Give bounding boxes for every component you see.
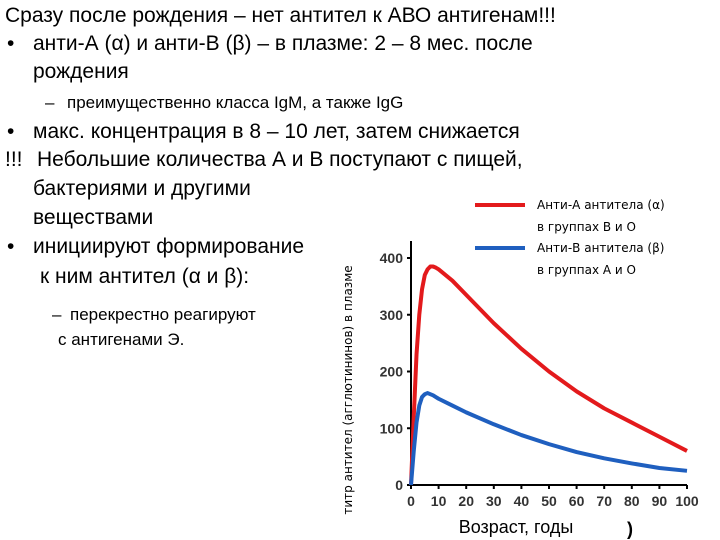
y-tick-label: 0 xyxy=(395,477,403,493)
text-line: бактериями и другими xyxy=(33,177,251,200)
bullet: !!! xyxy=(5,148,23,171)
bullet: – xyxy=(45,93,55,112)
text-line: анти-А (α) и анти-В (β) – в плазме: 2 – … xyxy=(33,32,533,55)
text-line: перекрестно реагируют xyxy=(70,305,256,324)
y-tick-label: 200 xyxy=(380,364,404,380)
text-line: преимущественно класса IgM, а также IgG xyxy=(67,93,403,112)
bullet: • xyxy=(7,32,14,55)
x-tick-label: 80 xyxy=(624,493,640,509)
x-axis-label: Возраст, годы xyxy=(459,517,574,537)
y-tick-label: 400 xyxy=(380,250,404,266)
text-line: с антигенами Э. xyxy=(58,330,184,349)
x-tick-label: 30 xyxy=(486,493,502,509)
x-tick-label: 90 xyxy=(652,493,668,509)
bullet: • xyxy=(7,235,14,258)
x-tick-label: 0 xyxy=(407,493,415,509)
bullet: • xyxy=(7,120,14,143)
x-axis-label-tail: ) xyxy=(627,519,633,539)
x-tick-label: 10 xyxy=(431,493,447,509)
text-line: инициируют формирование xyxy=(33,235,304,258)
legend-label: Анти-А антитела (α) xyxy=(537,198,665,212)
line-series xyxy=(409,391,688,486)
text-line: макс. концентрация в 8 – 10 лет, затем с… xyxy=(33,120,520,143)
title: Сразу после рождения – нет антител к АВО… xyxy=(5,4,556,27)
text-line: рождения xyxy=(33,60,129,83)
line-series xyxy=(409,264,688,486)
x-tick-label: 20 xyxy=(458,493,474,509)
x-tick-label: 70 xyxy=(596,493,612,509)
legend-note: в группах А и О xyxy=(537,263,636,277)
y-axis-label: титр антител (агглютининов) в плазме xyxy=(341,265,355,514)
x-tick-label: 100 xyxy=(675,493,699,509)
x-tick-label: 40 xyxy=(514,493,530,509)
x-tick-label: 50 xyxy=(541,493,557,509)
text-line: Небольшие количества А и В поступают с п… xyxy=(37,148,523,171)
y-tick-label: 100 xyxy=(380,420,404,436)
bullet: – xyxy=(52,305,62,324)
y-tick-label: 300 xyxy=(380,307,404,323)
legend-label: Анти-В антитела (β) xyxy=(537,241,664,255)
text-line: к ним антител (α и β): xyxy=(40,265,249,288)
legend-note: в группах В и О xyxy=(537,220,636,234)
text-line: веществами xyxy=(33,206,153,229)
x-tick-label: 60 xyxy=(569,493,585,509)
